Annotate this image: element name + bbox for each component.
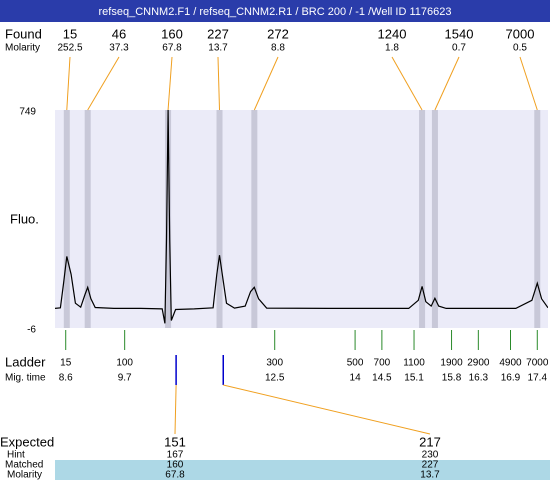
expected-label: Expected <box>0 434 54 449</box>
ladder-migtime: 9.7 <box>118 373 132 384</box>
y-tick-label: 749 <box>19 107 36 118</box>
ladder-migtime: 12.5 <box>265 373 285 384</box>
found-size: 1240 <box>378 26 407 41</box>
found-size: 46 <box>112 26 126 41</box>
expected-size: 151 <box>164 434 186 449</box>
peak-band <box>534 110 541 328</box>
found-size: 227 <box>207 26 229 41</box>
found-size: 15 <box>63 26 77 41</box>
ladder-size: 4900 <box>499 358 522 369</box>
plot-area <box>55 110 548 328</box>
matched-band <box>55 460 550 480</box>
found-molarity: 252.5 <box>57 43 82 54</box>
found-size: 160 <box>161 26 183 41</box>
hint-size: 230 <box>422 450 439 461</box>
expected-connector <box>174 384 177 435</box>
peak-band <box>84 110 91 328</box>
peak-band <box>165 110 172 328</box>
ladder-migtime: 15.8 <box>442 373 462 384</box>
peak-band <box>63 110 70 328</box>
ladder-size: 15 <box>60 358 72 369</box>
ladder-size: 1100 <box>403 358 425 369</box>
ladder-migtime: 17.4 <box>528 373 548 384</box>
found-molarity: 0.5 <box>513 43 527 54</box>
expected-connector <box>223 384 431 435</box>
found-molarity: 13.7 <box>208 43 228 54</box>
ladder-size: 300 <box>266 358 283 369</box>
ladder-size: 7000 <box>526 358 549 369</box>
ladder-size: 2900 <box>467 358 490 369</box>
ladder-size: 1900 <box>440 358 463 369</box>
peak-band <box>251 110 258 328</box>
ladder-label: Ladder <box>5 354 46 369</box>
matched-size: 160 <box>167 460 184 471</box>
peak-band <box>431 110 438 328</box>
found-label: Found <box>5 26 42 41</box>
ladder-migtime-label: Mig. time <box>5 373 46 384</box>
title-bar <box>0 0 550 22</box>
hint-label: Hint <box>7 450 25 461</box>
peak-connector <box>519 56 538 111</box>
ladder-migtime: 14.5 <box>372 373 392 384</box>
found-molarity: 8.8 <box>271 43 285 54</box>
found-molarity: 37.3 <box>109 43 129 54</box>
y-axis-label: Fluo. <box>10 211 39 226</box>
ladder-size: 100 <box>116 358 133 369</box>
peak-band <box>419 110 426 328</box>
found-molarity: 67.8 <box>162 43 182 54</box>
peak-band <box>216 110 223 328</box>
ladder-migtime: 14 <box>350 373 362 384</box>
trace <box>55 109 548 324</box>
peak-connector <box>167 56 173 111</box>
ladder-migtime: 16.9 <box>501 373 521 384</box>
found-molarity: 0.7 <box>452 43 466 54</box>
matched-size: 227 <box>422 460 439 471</box>
matched-label: Matched <box>5 460 43 471</box>
y-tick-label: -6 <box>27 325 36 336</box>
matched-molarity: 67.8 <box>165 470 185 480</box>
peak-connector <box>217 56 221 111</box>
expected-size: 217 <box>419 434 441 449</box>
title: refseq_CNNM2.F1 / refseq_CNNM2.R1 / BRC … <box>99 6 452 18</box>
peak-connector <box>434 56 460 111</box>
hint-size: 167 <box>167 450 184 461</box>
ladder-migtime: 16.3 <box>469 373 489 384</box>
found-size: 7000 <box>506 26 535 41</box>
peak-connector <box>391 56 423 111</box>
found-size: 272 <box>267 26 289 41</box>
peak-connector <box>66 56 71 111</box>
ladder-migtime: 8.6 <box>59 373 73 384</box>
molarity-label: Molarity <box>7 470 42 480</box>
found-molarity: 1.8 <box>385 43 399 54</box>
found-molarity-label: Molarity <box>5 43 40 54</box>
found-size: 1540 <box>445 26 474 41</box>
peak-connector <box>253 56 279 111</box>
ladder-size: 700 <box>374 358 391 369</box>
ladder-migtime: 15.1 <box>404 373 424 384</box>
peak-connector <box>87 56 120 111</box>
matched-molarity: 13.7 <box>420 470 440 480</box>
ladder-size: 500 <box>347 358 364 369</box>
